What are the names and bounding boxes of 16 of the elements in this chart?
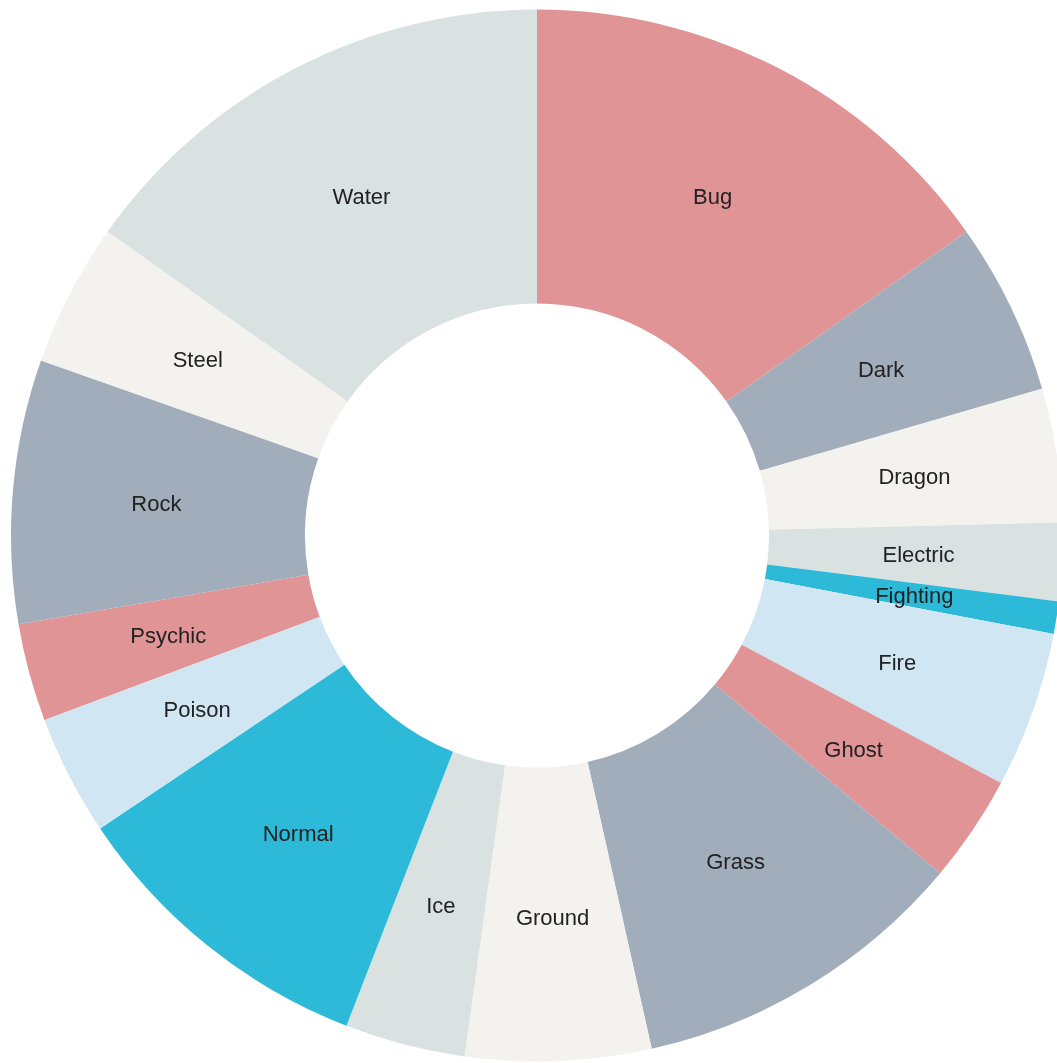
slice-label: Ghost (824, 736, 883, 762)
slice-label: Grass (706, 849, 765, 875)
slice-label: Ground (515, 904, 590, 930)
slice-label: Steel (172, 347, 223, 373)
slice-label: Bug (692, 183, 733, 209)
slice-label: Fighting (875, 582, 954, 608)
slice-label: Water (332, 183, 391, 209)
slice-label: Poison (163, 697, 231, 723)
slice-label: Dragon (878, 464, 951, 490)
slice-label: Normal (262, 821, 334, 847)
slice-label: Fire (878, 650, 917, 676)
slice-label: Dark (857, 357, 906, 383)
slice-label: Ice (426, 892, 456, 918)
slice-label: Rock (131, 490, 183, 516)
slice-label: Electric (882, 542, 955, 568)
slice-label: Psychic (130, 622, 207, 648)
